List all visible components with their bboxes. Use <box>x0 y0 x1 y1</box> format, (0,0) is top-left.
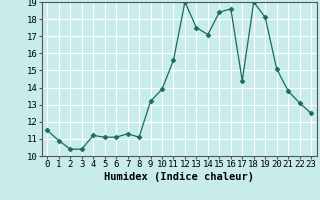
X-axis label: Humidex (Indice chaleur): Humidex (Indice chaleur) <box>104 172 254 182</box>
